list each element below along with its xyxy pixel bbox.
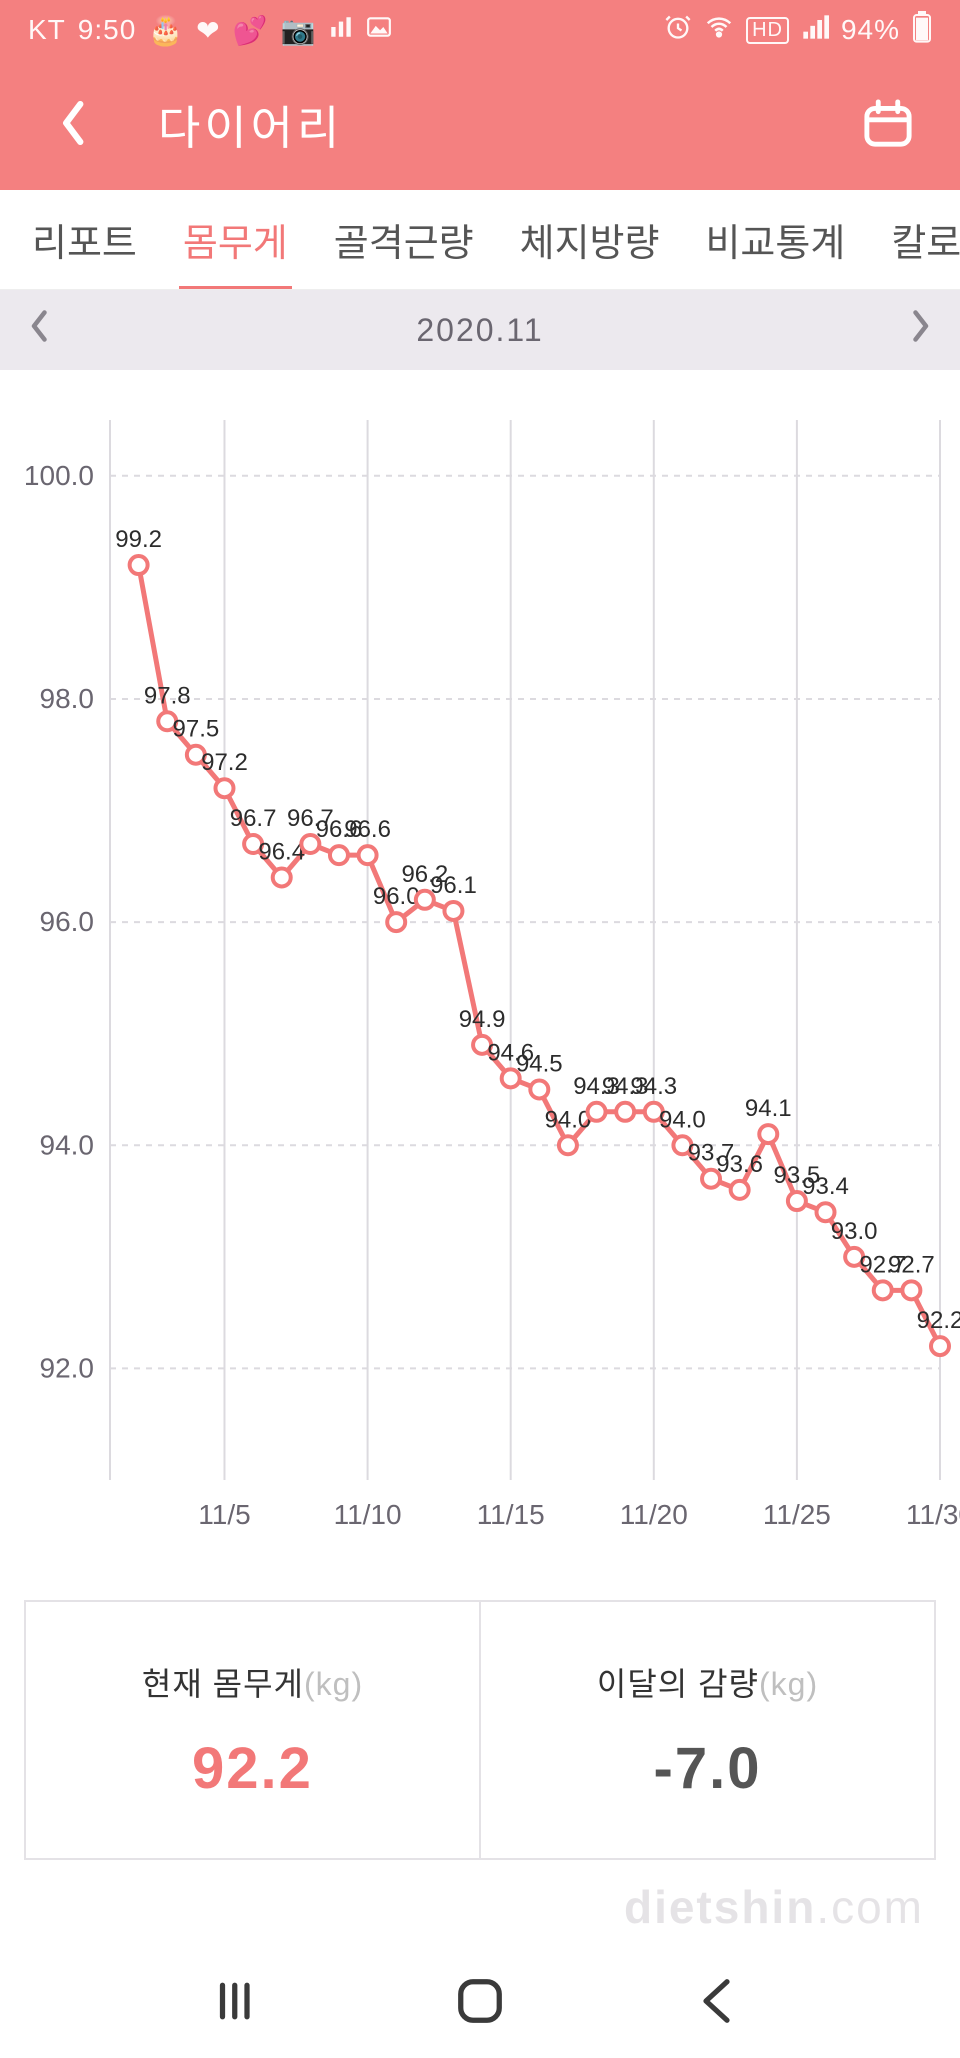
svg-text:96.0: 96.0 bbox=[40, 906, 95, 937]
tab-4[interactable]: 비교통계 bbox=[701, 190, 849, 290]
svg-text:96.6: 96.6 bbox=[344, 816, 391, 843]
svg-text:93.6: 93.6 bbox=[716, 1151, 763, 1178]
monthly-loss-cell: 이달의 감량(kg) -7.0 bbox=[479, 1602, 934, 1858]
tabs-bar: 리포트 몸무게 골격근량 체지방량 비교통계 칼로리 bbox=[0, 190, 960, 290]
svg-text:11/25: 11/25 bbox=[763, 1499, 831, 1530]
back-nav-button[interactable] bbox=[692, 1973, 748, 2034]
svg-text:97.8: 97.8 bbox=[144, 682, 191, 709]
tab-3[interactable]: 체지방량 bbox=[516, 190, 664, 290]
svg-text:96.4: 96.4 bbox=[258, 838, 305, 865]
svg-text:11/5: 11/5 bbox=[198, 1499, 250, 1530]
current-weight-value: 92.2 bbox=[192, 1735, 313, 1802]
page-title: 다이어리 bbox=[158, 92, 343, 158]
monthly-loss-value: -7.0 bbox=[654, 1735, 762, 1802]
home-button[interactable] bbox=[452, 1973, 508, 2034]
svg-text:11/30: 11/30 bbox=[906, 1499, 960, 1530]
current-weight-cell: 현재 몸무게(kg) 92.2 bbox=[26, 1602, 479, 1858]
wifi-icon bbox=[704, 12, 734, 49]
heart-icon: ❤ bbox=[196, 14, 220, 47]
current-weight-label: 현재 몸무게(kg) bbox=[142, 1659, 363, 1705]
month-label: 2020.11 bbox=[416, 312, 543, 349]
summary-row: 현재 몸무게(kg) 92.2 이달의 감량(kg) -7.0 bbox=[24, 1600, 936, 1860]
svg-text:94.5: 94.5 bbox=[516, 1050, 563, 1077]
svg-text:96.7: 96.7 bbox=[230, 805, 277, 832]
app-header: 다이어리 bbox=[0, 60, 960, 190]
svg-text:99.2: 99.2 bbox=[115, 526, 162, 553]
svg-text:94.9: 94.9 bbox=[459, 1006, 506, 1033]
svg-text:92.0: 92.0 bbox=[40, 1352, 95, 1383]
status-bar: KT 9:50 🎂 ❤ 💕 📷 HD 94% bbox=[0, 0, 960, 60]
tab-1[interactable]: 몸무게 bbox=[179, 190, 292, 290]
clock-label: 9:50 bbox=[78, 14, 137, 46]
watermark: dietshin.com bbox=[624, 1880, 924, 1934]
svg-text:11/10: 11/10 bbox=[334, 1499, 402, 1530]
svg-text:97.2: 97.2 bbox=[201, 749, 248, 776]
svg-text:96.1: 96.1 bbox=[430, 872, 477, 899]
battery-icon bbox=[912, 11, 932, 50]
calendar-button[interactable] bbox=[862, 97, 914, 154]
alarm-icon bbox=[664, 13, 692, 48]
svg-text:93.0: 93.0 bbox=[831, 1218, 878, 1245]
svg-text:100.0: 100.0 bbox=[24, 460, 94, 491]
svg-text:92.7: 92.7 bbox=[888, 1251, 935, 1278]
battery-label: 94% bbox=[841, 14, 900, 46]
svg-text:11/20: 11/20 bbox=[620, 1499, 688, 1530]
back-button[interactable] bbox=[60, 101, 88, 150]
hd-icon: HD bbox=[746, 17, 789, 44]
tab-0[interactable]: 리포트 bbox=[28, 190, 141, 290]
carrier-label: KT bbox=[28, 14, 66, 46]
svg-text:94.1: 94.1 bbox=[745, 1095, 792, 1122]
tab-2[interactable]: 골격근량 bbox=[330, 190, 478, 290]
svg-text:92.2: 92.2 bbox=[917, 1307, 960, 1334]
svg-text:94.0: 94.0 bbox=[40, 1129, 95, 1160]
tab-5[interactable]: 칼로리 bbox=[887, 190, 960, 290]
weight-chart: 92.0 94.0 96.0 98.0 100.0 11/5 11/10 11/15 11/20… bbox=[0, 370, 960, 1570]
photo-icon bbox=[366, 14, 392, 47]
status-bar-left: KT 9:50 🎂 ❤ 💕 📷 bbox=[28, 14, 392, 47]
next-month-button[interactable] bbox=[908, 308, 932, 352]
svg-text:98.0: 98.0 bbox=[40, 683, 95, 714]
hearts-icon: 💕 bbox=[233, 14, 269, 47]
cake-icon: 🎂 bbox=[148, 14, 184, 47]
android-nav-bar bbox=[0, 1948, 960, 2058]
recents-button[interactable] bbox=[212, 1973, 268, 2034]
svg-text:93.4: 93.4 bbox=[802, 1173, 849, 1200]
svg-text:11/15: 11/15 bbox=[477, 1499, 545, 1530]
monthly-loss-label: 이달의 감량(kg) bbox=[597, 1659, 818, 1705]
month-picker: 2020.11 bbox=[0, 290, 960, 370]
svg-text:97.5: 97.5 bbox=[173, 716, 220, 743]
svg-text:94.0: 94.0 bbox=[659, 1106, 706, 1133]
camera-icon: 📷 bbox=[281, 14, 317, 47]
chart-icon bbox=[328, 14, 354, 47]
status-bar-right: HD 94% bbox=[664, 11, 932, 50]
prev-month-button[interactable] bbox=[28, 308, 52, 352]
signal-icon bbox=[801, 13, 829, 48]
svg-text:94.0: 94.0 bbox=[545, 1106, 592, 1133]
svg-text:94.3: 94.3 bbox=[630, 1073, 677, 1100]
